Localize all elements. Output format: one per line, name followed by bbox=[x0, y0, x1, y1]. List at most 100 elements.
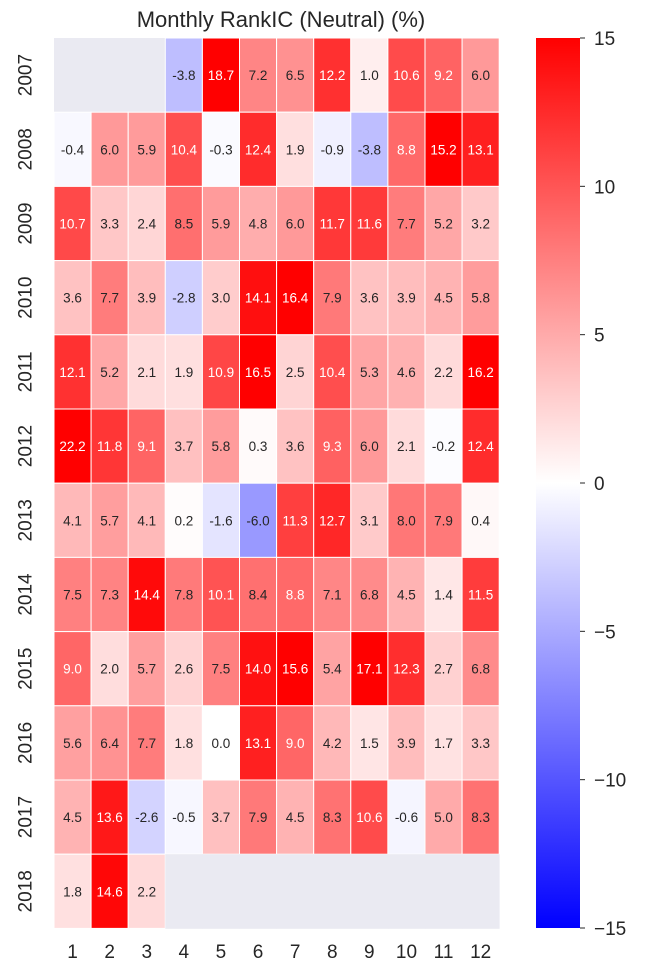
heatmap-cell bbox=[127, 482, 166, 558]
heatmap-cell bbox=[387, 705, 426, 781]
cell-value-label: 5.2 bbox=[434, 217, 453, 232]
heatmap-cell bbox=[276, 779, 315, 855]
cell-value-label: 6.0 bbox=[286, 217, 305, 232]
cell-value-label: 7.9 bbox=[323, 291, 342, 306]
cell-value-label: 10.6 bbox=[393, 68, 419, 83]
x-tick-label: 10 bbox=[396, 942, 417, 963]
cell-value-label: 3.7 bbox=[174, 439, 193, 454]
colorbar-tick-label: −15 bbox=[594, 919, 626, 940]
cell-value-label: 3.6 bbox=[286, 439, 305, 454]
heatmap-cell bbox=[127, 705, 166, 781]
cell-value-label: -0.9 bbox=[321, 142, 344, 157]
cell-value-label: 7.7 bbox=[397, 217, 416, 232]
cell-value-label: 15.2 bbox=[430, 142, 456, 157]
cell-value-label: 7.3 bbox=[100, 588, 119, 603]
heatmap-cell bbox=[461, 111, 500, 187]
cell-value-label: 5.9 bbox=[212, 217, 231, 232]
y-tick-label: 2010 bbox=[16, 277, 37, 319]
cell-value-label: 1.8 bbox=[174, 736, 193, 751]
cell-value-label: 4.5 bbox=[63, 810, 82, 825]
heatmap-cell bbox=[53, 482, 92, 558]
heatmap-cell bbox=[424, 334, 463, 410]
cell-value-label: 3.9 bbox=[137, 291, 156, 306]
x-tick-label: 11 bbox=[434, 942, 454, 963]
heatmap-cell bbox=[461, 408, 500, 484]
colorbar bbox=[536, 38, 580, 928]
cell-value-label: 3.6 bbox=[63, 291, 82, 306]
cell-value-label: 14.6 bbox=[97, 884, 123, 899]
heatmap-cell bbox=[350, 779, 389, 855]
cell-value-label: 12.1 bbox=[59, 365, 85, 380]
cell-value-label: 0.2 bbox=[174, 513, 193, 528]
cell-value-label: 14.1 bbox=[245, 291, 271, 306]
cell-value-label: 3.3 bbox=[100, 217, 119, 232]
cell-value-label: 9.0 bbox=[286, 736, 305, 751]
heatmap-cell-empty bbox=[313, 854, 352, 929]
cell-value-label: 0.4 bbox=[471, 513, 490, 528]
cell-value-label: 2.5 bbox=[286, 365, 305, 380]
cell-value-label: 3.9 bbox=[397, 736, 416, 751]
cell-value-label: 11.8 bbox=[97, 439, 122, 454]
heatmap-cell bbox=[127, 111, 166, 187]
heatmap-cell bbox=[387, 556, 426, 633]
cell-value-label: 11.7 bbox=[320, 217, 345, 232]
cell-value-label: 1.4 bbox=[434, 588, 453, 603]
heatmap-cell bbox=[387, 185, 426, 262]
x-tick-label: 5 bbox=[216, 942, 227, 963]
colorbar-tick-label: 0 bbox=[594, 474, 605, 495]
x-tick-label: 3 bbox=[141, 942, 152, 963]
cell-value-label: 5.4 bbox=[323, 662, 342, 677]
heatmap-cell bbox=[276, 408, 315, 484]
cell-value-label: 5.9 bbox=[137, 142, 156, 157]
heatmap-cell bbox=[127, 779, 166, 855]
heatmap-cell bbox=[387, 779, 426, 855]
heatmap-cell bbox=[424, 705, 463, 781]
colorbar-tick-label: 5 bbox=[594, 326, 605, 347]
cell-value-label: 2.6 bbox=[174, 662, 193, 677]
heatmap-cell bbox=[90, 631, 129, 707]
heatmap-cell bbox=[387, 631, 426, 707]
cell-value-label: -0.5 bbox=[172, 810, 195, 825]
heatmap-cell-empty bbox=[425, 854, 463, 929]
heatmap-cell bbox=[239, 779, 278, 855]
cell-value-label: -0.2 bbox=[432, 439, 455, 454]
heatmap-cell bbox=[164, 408, 203, 484]
cell-value-label: 7.7 bbox=[137, 736, 156, 751]
y-tick-label: 2012 bbox=[16, 425, 37, 467]
heatmap-cell bbox=[164, 334, 203, 410]
heatmap-cell bbox=[424, 779, 463, 855]
cell-value-label: 11.3 bbox=[283, 513, 308, 528]
heatmap-cell bbox=[350, 260, 389, 336]
cell-value-label: 5.2 bbox=[100, 365, 119, 380]
heatmap-cell bbox=[164, 631, 203, 707]
cell-value-label: 10.1 bbox=[208, 588, 234, 603]
cell-value-label: -3.8 bbox=[358, 142, 381, 157]
heatmap-cell-empty bbox=[165, 854, 203, 929]
heatmap-cell bbox=[350, 111, 389, 187]
cell-value-label: 3.0 bbox=[212, 291, 231, 306]
cell-value-label: 7.5 bbox=[63, 588, 82, 603]
heatmap-cells: -3.8 18.7 7.2 6.5 12.2 1.0 10.6 9.2 6.0 -0.4 6.0 5.… bbox=[53, 37, 500, 929]
heatmap-cell-empty bbox=[202, 854, 240, 929]
x-tick-label: 1 bbox=[67, 942, 78, 963]
cell-value-label: 7.2 bbox=[249, 68, 268, 83]
cell-value-label: 9.2 bbox=[434, 68, 453, 83]
cell-value-label: 2.0 bbox=[100, 662, 119, 677]
heatmap-cell-empty bbox=[91, 38, 129, 113]
heatmap-cell bbox=[424, 631, 463, 707]
cell-value-label: 8.8 bbox=[286, 588, 305, 603]
cell-value-label: 3.3 bbox=[471, 736, 490, 751]
heatmap-cell bbox=[239, 185, 278, 262]
heatmap-cell bbox=[239, 260, 278, 336]
heatmap-cell bbox=[53, 779, 92, 855]
heatmap-cell bbox=[164, 556, 203, 633]
y-tick-label: 2011 bbox=[16, 351, 37, 392]
y-tick-label: 2018 bbox=[16, 870, 37, 912]
cell-value-label: 17.1 bbox=[356, 662, 382, 677]
cell-value-label: 5.0 bbox=[434, 810, 453, 825]
heatmap-cell bbox=[350, 37, 389, 113]
cell-value-label: 9.1 bbox=[137, 439, 156, 454]
cell-value-label: 1.0 bbox=[360, 68, 379, 83]
cell-value-label: 12.4 bbox=[468, 439, 495, 454]
cell-value-label: 14.4 bbox=[134, 588, 161, 603]
